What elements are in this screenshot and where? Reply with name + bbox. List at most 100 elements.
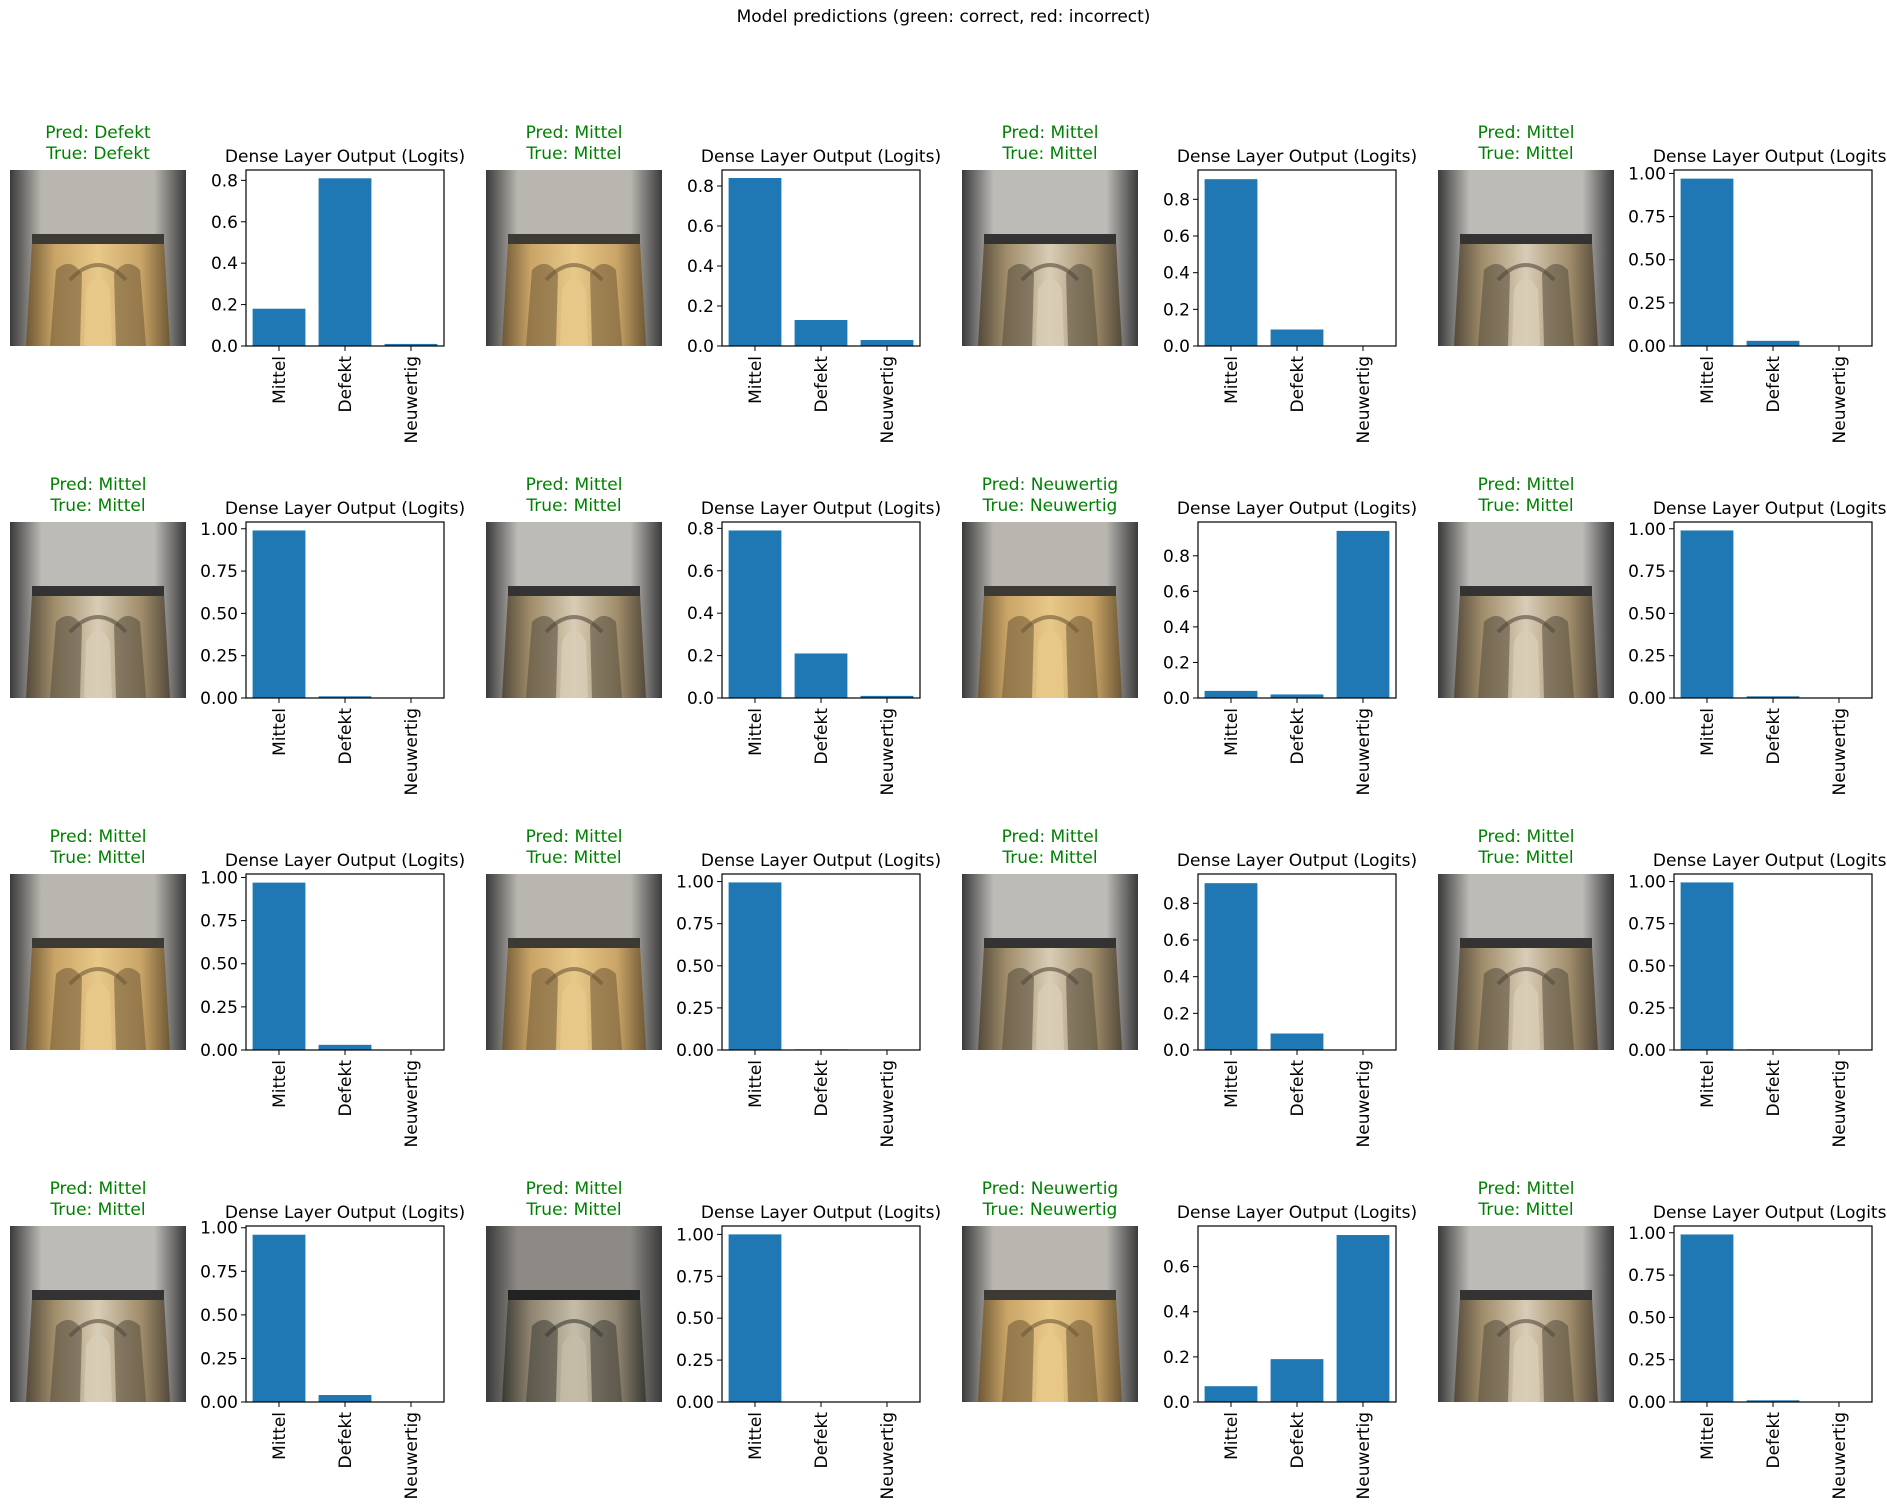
sample-image [486, 1226, 662, 1402]
y-tick-label: 0.75 [200, 912, 238, 932]
chart-title: Dense Layer Output (Logits) [225, 499, 465, 519]
y-tick-label: 0.25 [676, 999, 714, 1019]
y-tick-label: 1.00 [1628, 164, 1666, 184]
x-tick-label: Neuwertig [402, 708, 422, 795]
y-tick-label: 0.4 [1163, 618, 1190, 638]
x-tick-label: Neuwertig [402, 356, 422, 443]
y-tick-label: 0.0 [1163, 689, 1190, 709]
x-tick-label: Defekt [1764, 1412, 1784, 1469]
y-tick-label: 0.6 [1163, 582, 1190, 602]
bar-mittel [729, 882, 782, 1050]
x-tick-label: Neuwertig [402, 1412, 422, 1499]
y-tick-label: 0.2 [1163, 653, 1190, 673]
chart-title: Dense Layer Output (Logits) [1653, 499, 1887, 519]
x-tick-label: Mittel [270, 1060, 290, 1108]
bar-mittel [1681, 530, 1734, 698]
bar-chart: Dense Layer Output (Logits)0.00.20.40.60… [1138, 138, 1408, 456]
y-tick-label: 0.8 [211, 171, 238, 191]
y-tick-label: 0.25 [1628, 1351, 1666, 1371]
x-tick-label: Defekt [812, 1412, 832, 1469]
bar-chart: Dense Layer Output (Logits)0.000.250.500… [662, 1194, 932, 1512]
y-tick-label: 0.8 [1163, 190, 1190, 210]
y-tick-label: 0.00 [1628, 337, 1666, 357]
sample-image [962, 874, 1138, 1050]
y-tick-label: 0.75 [1628, 208, 1666, 228]
y-tick-label: 0.6 [211, 213, 238, 233]
y-tick-label: 0.6 [687, 562, 714, 582]
y-tick-label: 0.0 [1163, 337, 1190, 357]
x-tick-label: Defekt [812, 708, 832, 765]
bar-defekt [795, 320, 848, 346]
y-tick-label: 0.50 [676, 1309, 714, 1329]
x-tick-label: Mittel [746, 1412, 766, 1460]
x-tick-label: Mittel [746, 1060, 766, 1108]
y-tick-label: 0.75 [676, 915, 714, 935]
chart-title: Dense Layer Output (Logits) [701, 147, 941, 167]
bar-mittel [729, 178, 782, 346]
y-tick-label: 0.75 [1628, 1266, 1666, 1286]
y-tick-label: 0.2 [1163, 1348, 1190, 1368]
y-tick-label: 0.50 [1628, 251, 1666, 271]
y-tick-label: 0.0 [211, 337, 238, 357]
y-tick-label: 0.50 [676, 957, 714, 977]
y-tick-label: 1.00 [676, 1225, 714, 1245]
x-tick-label: Mittel [746, 356, 766, 404]
bar-chart: Dense Layer Output (Logits)0.000.250.500… [1614, 842, 1884, 1160]
x-tick-label: Defekt [1288, 1060, 1308, 1117]
bar-defekt [1747, 341, 1800, 346]
bar-chart: Dense Layer Output (Logits)0.00.20.40.60… [1138, 490, 1408, 808]
sample-image [10, 170, 186, 346]
sample-image [1438, 1226, 1614, 1402]
y-tick-label: 0.0 [1163, 1041, 1190, 1061]
x-tick-label: Defekt [336, 1412, 356, 1469]
sample-image [486, 170, 662, 346]
y-tick-label: 0.25 [1628, 294, 1666, 314]
bar-defekt [1271, 1359, 1324, 1402]
y-tick-label: 0.50 [1628, 604, 1666, 624]
y-tick-label: 0.00 [1628, 1393, 1666, 1413]
x-tick-label: Defekt [336, 356, 356, 413]
x-tick-label: Defekt [1288, 356, 1308, 413]
y-tick-label: 0.0 [687, 689, 714, 709]
figure-suptitle: Model predictions (green: correct, red: … [0, 7, 1887, 27]
chart-title: Dense Layer Output (Logits) [1177, 147, 1417, 167]
y-tick-label: 0.4 [687, 604, 714, 624]
x-tick-label: Defekt [336, 1060, 356, 1117]
x-tick-label: Defekt [812, 1060, 832, 1117]
sample-image [1438, 874, 1614, 1050]
y-tick-label: 0.4 [1163, 968, 1190, 988]
bar-chart: Dense Layer Output (Logits)0.00.20.40.6M… [1138, 1194, 1408, 1512]
x-tick-label: Neuwertig [878, 356, 898, 443]
bar-chart: Dense Layer Output (Logits)0.000.250.500… [1614, 490, 1884, 808]
chart-title: Dense Layer Output (Logits) [701, 499, 941, 519]
chart-title: Dense Layer Output (Logits) [225, 147, 465, 167]
x-tick-label: Mittel [1222, 356, 1242, 404]
bar-chart: Dense Layer Output (Logits)0.000.250.500… [1614, 138, 1884, 456]
x-tick-label: Defekt [336, 708, 356, 765]
x-tick-label: Neuwertig [878, 708, 898, 795]
y-tick-label: 1.00 [200, 1219, 238, 1239]
bar-mittel [729, 530, 782, 698]
x-tick-label: Neuwertig [878, 1412, 898, 1499]
y-tick-label: 0.50 [200, 1306, 238, 1326]
bar-chart: Dense Layer Output (Logits)0.000.250.500… [186, 842, 456, 1160]
x-tick-label: Neuwertig [1830, 1060, 1850, 1147]
bar-defekt [795, 653, 848, 698]
chart-title: Dense Layer Output (Logits) [1653, 851, 1887, 871]
bar-neuwertig [861, 340, 914, 346]
bar-mittel [253, 1235, 306, 1402]
bar-chart: Dense Layer Output (Logits)0.00.20.40.60… [662, 138, 932, 456]
x-tick-label: Neuwertig [1354, 1412, 1374, 1499]
sample-image [962, 1226, 1138, 1402]
y-tick-label: 1.00 [1628, 873, 1666, 893]
y-tick-label: 0.25 [200, 647, 238, 667]
chart-title: Dense Layer Output (Logits) [1177, 499, 1417, 519]
y-tick-label: 1.00 [1628, 520, 1666, 540]
sample-image [962, 522, 1138, 698]
y-tick-label: 0.8 [687, 519, 714, 539]
y-tick-label: 0.2 [687, 297, 714, 317]
x-tick-label: Mittel [1222, 1060, 1242, 1108]
y-tick-label: 0.75 [200, 1262, 238, 1282]
bar-chart: Dense Layer Output (Logits)0.000.250.500… [662, 842, 932, 1160]
